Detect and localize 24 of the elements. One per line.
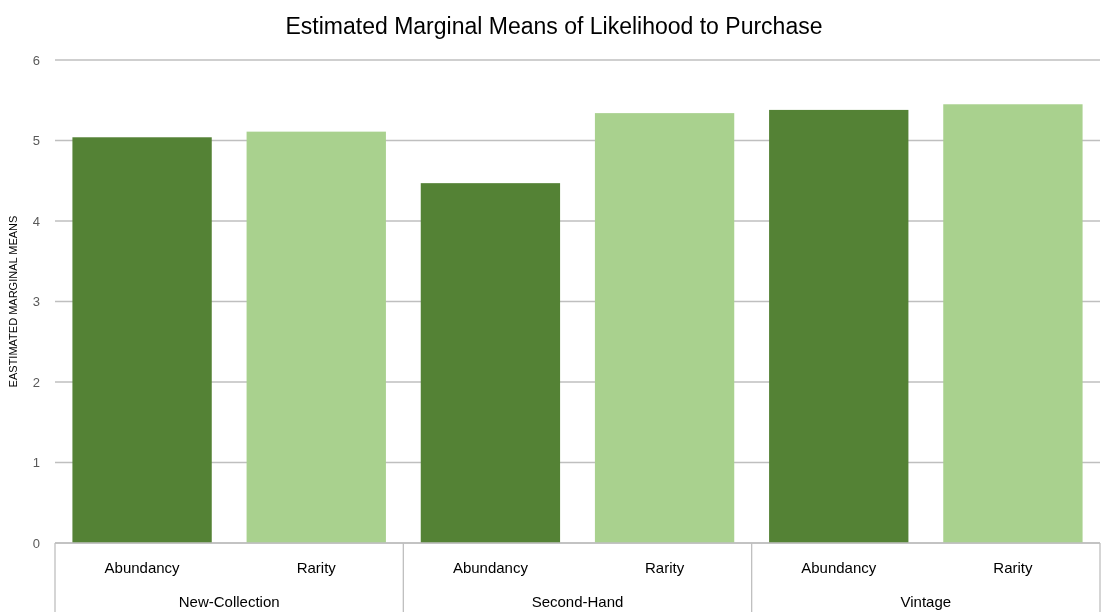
y-tick-label: 5 bbox=[32, 133, 40, 149]
text: Abundancy bbox=[801, 559, 877, 576]
y-tick-label: 0 bbox=[32, 535, 40, 551]
series-label: Rarity bbox=[296, 559, 337, 576]
y-tick-label: 1 bbox=[32, 455, 40, 471]
bar bbox=[769, 109, 909, 543]
bar bbox=[943, 104, 1083, 543]
y-tick-label: 4 bbox=[32, 213, 40, 229]
chart-title: Estimated Marginal Means of Likelihood to Purchase bbox=[285, 13, 823, 39]
y-tick-label: 6 bbox=[32, 52, 40, 68]
text: Abundancy bbox=[452, 559, 528, 576]
y-tick-label: 2 bbox=[32, 374, 40, 390]
x-tick-label: Vintage bbox=[900, 593, 952, 610]
y-axis-title: EASTIMATED MARGINAL MEANS bbox=[7, 215, 19, 388]
bar bbox=[72, 137, 212, 543]
x-tick-label: New-Collection bbox=[178, 593, 280, 610]
y-tick-label: 3 bbox=[32, 294, 40, 310]
bar bbox=[246, 131, 386, 543]
bar bbox=[594, 113, 735, 543]
x-tick-label: Second-Hand bbox=[531, 593, 624, 610]
series-label: Abundancy bbox=[104, 559, 181, 576]
bar bbox=[420, 183, 561, 543]
text: Rarity bbox=[645, 559, 685, 576]
text: Rarity bbox=[993, 559, 1033, 576]
